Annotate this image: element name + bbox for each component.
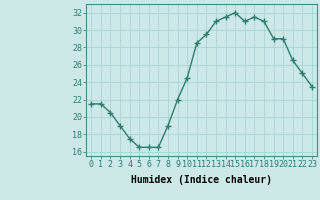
X-axis label: Humidex (Indice chaleur): Humidex (Indice chaleur) xyxy=(131,175,272,185)
